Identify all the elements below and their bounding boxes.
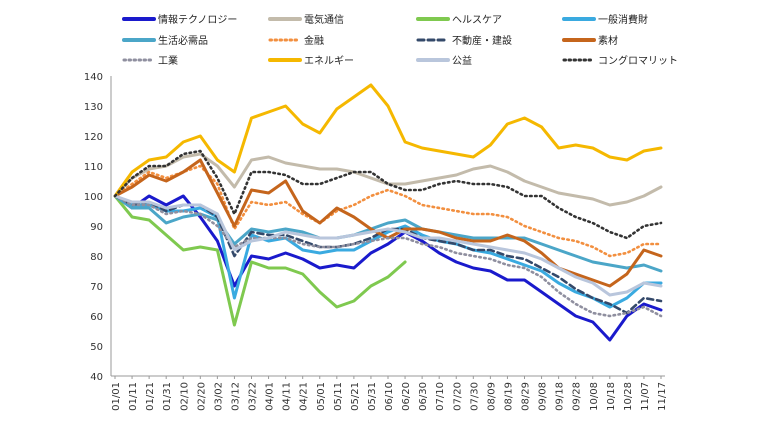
y-tick-label: 60 <box>90 312 103 323</box>
legend-label: コングロマリット <box>598 54 678 67</box>
x-tick-label: 06/20 <box>401 382 412 411</box>
legend-item: 金融 <box>268 34 324 47</box>
x-tick-label: 07/10 <box>435 382 446 411</box>
legend-item: 不動産・建設 <box>416 34 512 47</box>
legend-label: 一般消費財 <box>598 13 648 26</box>
x-tick-label: 08/29 <box>521 382 532 411</box>
y-tick-label: 140 <box>84 72 103 83</box>
series-line-9 <box>113 83 663 198</box>
y-tick-label: 70 <box>90 282 103 293</box>
y-tick-label: 130 <box>84 102 103 113</box>
x-tick-label: 11/17 <box>657 382 668 411</box>
legend-label: 公益 <box>452 54 472 67</box>
x-tick-label: 04/21 <box>299 382 310 411</box>
y-tick-label: 90 <box>90 222 103 233</box>
legend-item: 生活必需品 <box>122 34 208 47</box>
series-line-0 <box>113 194 663 342</box>
legend-label: 生活必需品 <box>158 34 208 47</box>
x-tick-label: 07/30 <box>469 382 480 411</box>
legend-label: エネルギー <box>304 55 354 67</box>
x-tick-label: 09/18 <box>555 382 566 411</box>
x-tick-label: 06/10 <box>384 382 395 411</box>
x-tick-label: 05/31 <box>367 382 378 411</box>
y-tick-label: 120 <box>84 132 103 143</box>
x-tick-label: 01/21 <box>145 382 156 411</box>
legend-item: エネルギー <box>268 55 354 67</box>
x-tick-label: 08/19 <box>503 382 514 411</box>
x-tick-label: 06/30 <box>418 382 429 411</box>
legend-label: 金融 <box>304 34 324 47</box>
legend-item: 一般消費財 <box>562 13 648 26</box>
legend-label: 素材 <box>598 34 618 47</box>
x-tick-label: 04/11 <box>282 382 293 411</box>
y-tick-label: 100 <box>84 192 103 203</box>
x-tick-label: 02/20 <box>196 382 207 411</box>
x-tick-label: 01/01 <box>111 382 122 411</box>
legend-label: 情報テクノロジー <box>158 13 237 26</box>
x-tick-label: 11/07 <box>640 382 651 411</box>
legend-label: 工業 <box>158 54 178 67</box>
x-tick-label: 01/11 <box>128 382 139 411</box>
x-tick-label: 01/31 <box>162 382 173 411</box>
legend-item: ヘルスケア <box>416 14 502 26</box>
x-tick-label: 05/11 <box>333 382 344 411</box>
x-tick-label: 05/01 <box>316 382 327 411</box>
x-tick-label: 04/01 <box>265 382 276 411</box>
x-tick-label: 10/28 <box>623 382 634 411</box>
series-line-4 <box>113 194 663 273</box>
x-tick-label: 03/22 <box>248 382 259 411</box>
legend-item: コングロマリット <box>562 54 678 67</box>
x-tick-label: 10/08 <box>589 382 600 411</box>
series-line-11 <box>113 149 663 240</box>
series-line-10 <box>113 194 663 297</box>
y-tick-label: 40 <box>90 372 103 383</box>
y-tick-label: 50 <box>90 342 103 353</box>
x-tick-label: 09/28 <box>572 382 583 411</box>
legend-item: 公益 <box>416 54 472 67</box>
legend-item: 工業 <box>122 54 178 67</box>
x-tick-label: 07/20 <box>452 382 463 411</box>
legend-label: ヘルスケア <box>452 14 502 26</box>
x-tick-label: 03/12 <box>230 382 241 411</box>
x-tick-label: 08/09 <box>486 382 497 411</box>
legend-item: 情報テクノロジー <box>122 13 237 26</box>
x-tick-label: 02/10 <box>179 382 190 411</box>
plot-area <box>113 83 663 342</box>
y-tick-label: 110 <box>84 162 103 173</box>
x-tick-label: 03/02 <box>213 382 224 411</box>
series-line-8 <box>113 194 663 318</box>
axes: 40 50 60 70 80 90 100 110 120 130 140 01/01 01/11 01/… <box>84 72 668 411</box>
x-tick-label: 05/21 <box>350 382 361 411</box>
legend-item: 電気通信 <box>268 13 344 26</box>
x-tick-label: 09/08 <box>538 382 549 411</box>
y-tick-label: 80 <box>90 252 103 263</box>
legend-item: 素材 <box>562 34 618 47</box>
legend-label: 電気通信 <box>304 13 344 26</box>
series-line-2 <box>113 194 407 327</box>
x-tick-label: 10/18 <box>606 382 617 411</box>
legend-label: 不動産・建設 <box>452 34 512 47</box>
series-line-3 <box>113 194 663 309</box>
